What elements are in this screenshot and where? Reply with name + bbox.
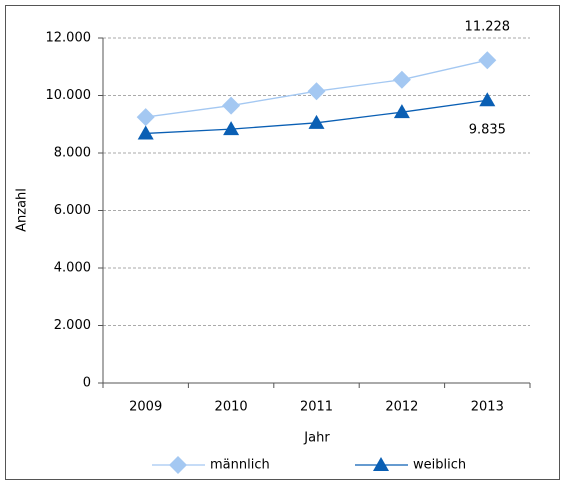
triangle-marker [373, 457, 389, 471]
triangle-marker [137, 125, 154, 140]
diamond-marker [307, 82, 326, 101]
diamond-marker [169, 456, 187, 474]
data-label: 11.228 [465, 20, 511, 35]
triangle-marker [308, 114, 325, 129]
y-tick-label: 6.000 [54, 203, 91, 218]
y-tick-label: 8.000 [54, 146, 91, 161]
y-tick-label: 0 [83, 376, 91, 391]
diamond-marker [222, 96, 241, 115]
y-tick-label: 10.000 [46, 88, 92, 103]
x-axis-label: Jahr [303, 431, 330, 446]
legend-label: weiblich [413, 458, 466, 473]
triangle-marker [479, 92, 496, 107]
y-tick-label: 12.000 [46, 31, 92, 46]
diamond-marker [136, 108, 155, 127]
diamond-marker [392, 70, 411, 89]
y-tick-label: 4.000 [54, 261, 91, 276]
triangle-marker [393, 104, 410, 119]
x-tick-label: 2010 [215, 400, 248, 415]
diamond-marker [478, 51, 497, 70]
x-tick-label: 2012 [385, 400, 418, 415]
x-tick-label: 2009 [129, 400, 162, 415]
legend-label: männlich [210, 458, 270, 473]
data-label: 9.835 [469, 123, 506, 138]
x-tick-label: 2013 [471, 400, 504, 415]
y-axis-label: Anzahl [15, 188, 30, 232]
triangle-marker [223, 121, 240, 136]
x-tick-label: 2011 [300, 400, 333, 415]
chart-frame [5, 5, 560, 480]
y-tick-label: 2.000 [54, 318, 91, 333]
